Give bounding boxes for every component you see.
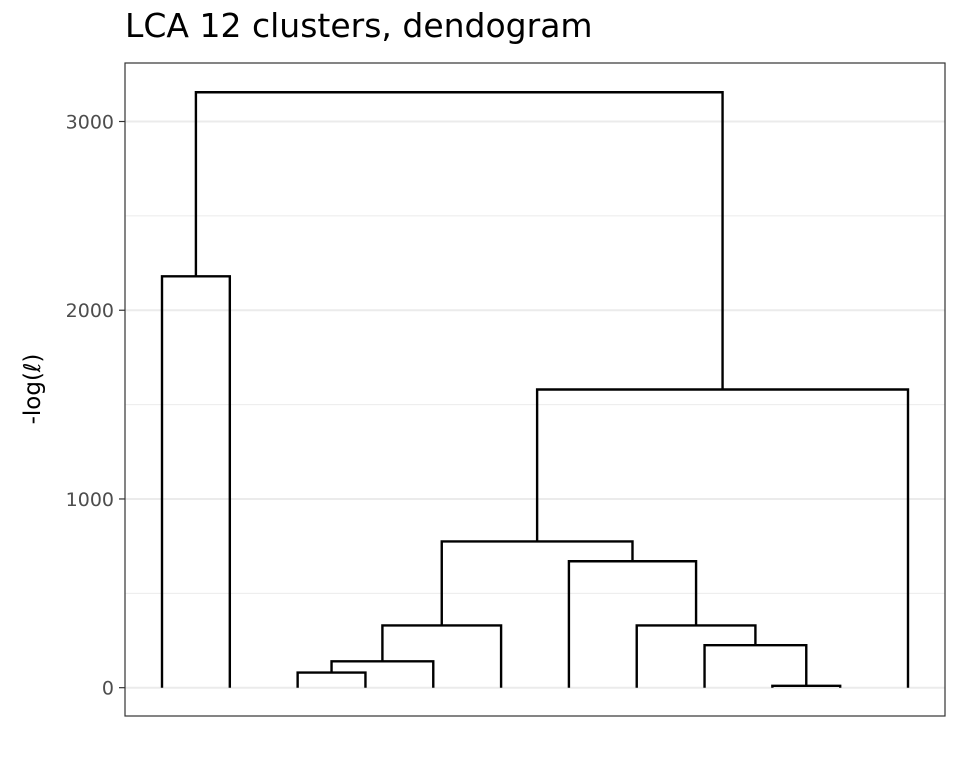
plot-panel-border xyxy=(124,62,946,717)
y-tick-label: 3000 xyxy=(66,112,114,134)
dendrogram-branch xyxy=(635,624,757,688)
y-tick-label: 2000 xyxy=(66,300,114,322)
y-tick-label: 0 xyxy=(102,678,114,700)
dendrogram-branch xyxy=(440,540,634,626)
dendrogram-branch xyxy=(296,671,367,688)
dendrogram-branch xyxy=(535,388,910,688)
dendrogram-branches xyxy=(160,91,910,688)
dendrogram-branch xyxy=(703,644,808,688)
major-gridlines xyxy=(125,120,945,689)
chart-title: LCA 12 clusters, dendogram xyxy=(125,6,593,45)
dendrogram-branch xyxy=(567,560,698,688)
dendrogram-branch xyxy=(160,275,232,688)
y-axis-label: -log(ℓ) xyxy=(20,354,46,425)
minor-gridlines xyxy=(125,215,945,594)
y-axis-ticks: 0 1000 2000 3000 xyxy=(66,112,125,700)
dendrogram-branch xyxy=(330,660,435,688)
dendrogram-branch xyxy=(381,624,503,688)
y-tick-label: 1000 xyxy=(66,489,114,511)
dendrogram-branch xyxy=(194,91,724,390)
